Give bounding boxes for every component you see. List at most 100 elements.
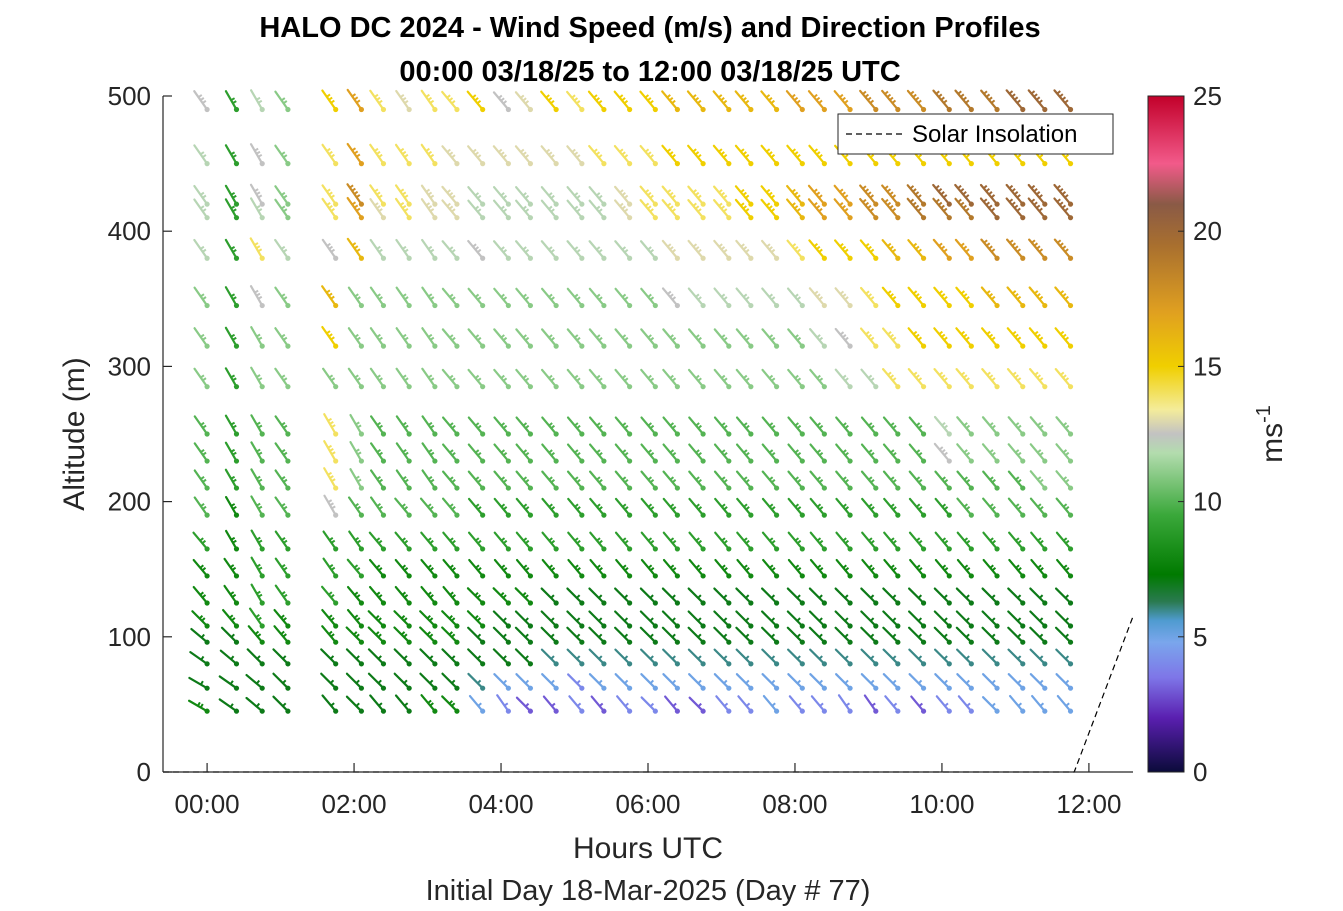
wind-barb-flag <box>868 422 873 427</box>
wind-barb-flag <box>797 702 802 707</box>
wind-barb <box>761 587 780 606</box>
wind-barb-flag <box>839 188 844 193</box>
wind-barb-flag <box>281 591 286 595</box>
wind-barb-head <box>480 343 486 349</box>
wind-barb-flag <box>477 702 482 707</box>
wind-barb-head <box>726 685 732 691</box>
wind-barb-head <box>726 215 732 221</box>
wind-barb-head <box>1067 661 1074 667</box>
wind-barb-flag <box>598 377 603 382</box>
wind-barb-flag <box>1065 702 1070 707</box>
wind-barb-flag <box>621 449 627 454</box>
wind-barb-shaft <box>614 497 631 517</box>
wind-barb-flag <box>1039 702 1045 707</box>
wind-barb-flag <box>477 194 482 199</box>
wind-barb-flag <box>257 424 263 429</box>
wind-barb-flag <box>796 633 801 638</box>
wind-barb-head <box>553 600 559 606</box>
wind-barb-flag <box>524 377 530 382</box>
wind-barb-flag <box>378 478 383 483</box>
wind-barb-flag <box>522 537 528 542</box>
wind-barb <box>540 626 559 645</box>
wind-barb-shaft <box>981 673 999 690</box>
wind-barb-shaft <box>688 696 705 713</box>
wind-barb-flag <box>281 564 286 568</box>
y-tick-label: 500 <box>108 81 151 111</box>
wind-barb <box>492 610 511 629</box>
wind-barb <box>393 610 412 629</box>
wind-barb-flag <box>330 566 336 571</box>
wind-barb <box>441 90 460 113</box>
wind-barb-shaft <box>345 672 363 690</box>
wind-barb <box>566 368 585 390</box>
wind-barb-flag <box>451 451 456 457</box>
wind-barb-flag <box>202 451 207 456</box>
wind-barb-head <box>895 623 901 629</box>
wind-barb <box>323 467 339 491</box>
wind-barb <box>787 368 805 390</box>
wind-barb-head <box>1067 458 1074 464</box>
wind-barb-flag <box>844 99 849 104</box>
wind-barb <box>809 470 827 491</box>
wind-barb-shaft <box>540 368 558 388</box>
wind-barb-flag <box>201 567 207 572</box>
wind-barb-flag <box>647 449 653 454</box>
wind-barb <box>906 197 927 221</box>
wind-barb-flag <box>697 424 702 430</box>
wind-barb-flag <box>451 633 456 638</box>
wind-barb <box>492 91 511 113</box>
wind-barb-head <box>700 384 706 390</box>
wind-barb-flag <box>446 94 451 99</box>
wind-barb <box>274 584 291 606</box>
wind-barb-head <box>259 458 265 464</box>
wind-barb <box>441 626 460 645</box>
wind-barb-head <box>821 661 827 667</box>
wind-barb-flag <box>745 154 750 159</box>
wind-barb-flag <box>647 422 653 427</box>
wind-barb-flag <box>818 478 824 484</box>
wind-barb-shaft <box>345 695 363 713</box>
wind-barb-shaft <box>713 185 730 206</box>
wind-barb-flag <box>449 537 454 542</box>
wind-barb <box>639 90 658 113</box>
wind-barb-flag <box>374 93 379 98</box>
wind-barb <box>515 186 534 207</box>
wind-barb-head <box>553 343 559 349</box>
wind-barb-flag <box>474 476 480 481</box>
wind-barb <box>640 531 658 552</box>
wind-barb <box>540 610 559 629</box>
wind-barb <box>346 196 365 221</box>
wind-barb-head <box>579 546 585 552</box>
wind-barb-flag <box>1064 194 1069 199</box>
wind-barb <box>1055 497 1074 518</box>
wind-barb-flag <box>378 194 383 199</box>
wind-barb <box>713 648 732 667</box>
wind-barb-flag <box>745 208 750 213</box>
wind-barb <box>613 90 633 113</box>
wind-barb-flag <box>844 336 849 341</box>
wind-barb-head <box>895 458 901 464</box>
wind-barb-shaft <box>614 531 631 551</box>
wind-barb-head <box>994 255 1000 261</box>
wind-barb-flag <box>745 194 750 199</box>
wind-barb-flag <box>500 537 506 542</box>
wind-barb-flag <box>768 334 774 339</box>
wind-barb-head <box>527 685 534 691</box>
wind-barb-flag <box>892 377 897 382</box>
wind-barb <box>493 240 511 261</box>
wind-barb-shaft <box>860 443 877 463</box>
wind-barb <box>192 585 210 606</box>
wind-barb-flag <box>892 451 897 457</box>
wind-barb-flag <box>965 679 970 684</box>
wind-barb-shaft <box>193 415 209 436</box>
wind-barb-flag <box>429 633 434 638</box>
wind-barb-flag <box>1037 503 1042 508</box>
wind-barb-flag <box>1016 207 1021 212</box>
wind-barb <box>193 367 210 390</box>
wind-barb-head <box>652 512 658 518</box>
wind-barb-head <box>773 343 780 349</box>
wind-barb <box>250 441 265 464</box>
wind-barb-head <box>895 661 901 667</box>
wind-barb-shaft <box>687 648 705 665</box>
wind-barb-head <box>821 215 827 221</box>
